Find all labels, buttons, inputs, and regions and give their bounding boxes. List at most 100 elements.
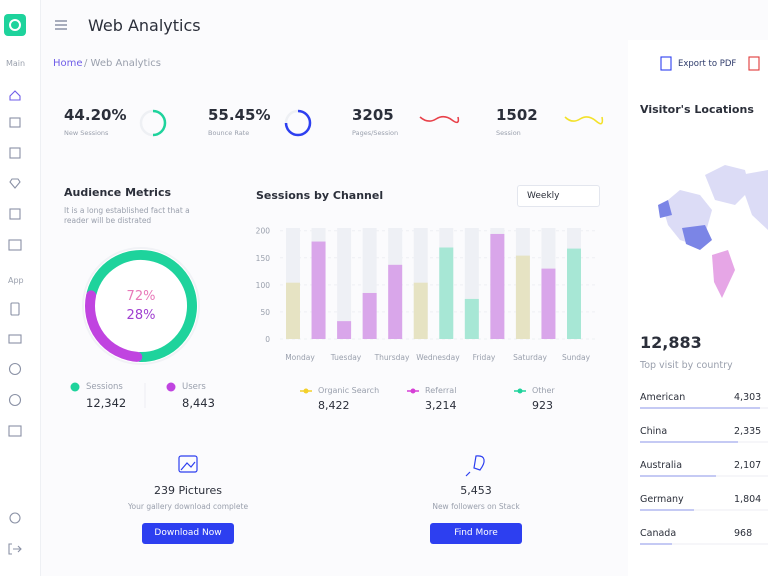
pdf-icon (660, 56, 672, 71)
button[interactable]: Download Now (142, 523, 234, 544)
bar (439, 247, 454, 339)
section-label: App (8, 276, 24, 285)
card-title: 5,453 (460, 484, 492, 497)
legend-label: Other (532, 386, 555, 395)
country-name: Australia (640, 460, 683, 471)
bar (541, 268, 556, 339)
bar (388, 264, 403, 339)
legend-label: Referral (425, 386, 457, 395)
bar (464, 298, 479, 339)
nav-icon[interactable] (8, 393, 22, 407)
card-description: It is a long established fact that a rea… (64, 206, 190, 225)
x-tick-label: Sunday (562, 353, 591, 362)
legend-dot (517, 388, 523, 394)
stat-ring (284, 109, 312, 137)
nav-icon[interactable] (10, 302, 20, 316)
page-title: Web Analytics (88, 16, 201, 35)
nav-icon[interactable] (8, 239, 22, 251)
country-value: 2,107 (734, 460, 762, 471)
nav-icon[interactable] (9, 147, 21, 159)
card-title: Audience Metrics (64, 186, 172, 199)
card-title: Sessions by Channel (256, 189, 384, 202)
y-tick-label: 100 (256, 281, 271, 290)
logo[interactable] (4, 14, 26, 36)
card-subtitle: Your gallery download complete (127, 502, 249, 511)
breadcrumb-home[interactable]: Home (53, 58, 83, 69)
bar (286, 282, 300, 339)
donut-segment (86, 250, 197, 362)
country-name: Canada (640, 528, 677, 539)
stat-ring (152, 109, 167, 137)
period-value: Weekly (527, 191, 560, 201)
card-title: 239 Pictures (153, 484, 223, 497)
stat-label: Bounce Rate (208, 129, 250, 137)
nav-icon[interactable] (8, 362, 22, 376)
donut-label: 72% (127, 289, 156, 304)
charts: 72% 28% 0 50 100 150 200 Monday Tuesday Thursday W… (70, 227, 768, 545)
donut-shadow (82, 247, 200, 365)
legend-dot (303, 388, 309, 394)
right-panel (628, 40, 768, 576)
bar (567, 248, 581, 339)
country-value: 2,335 (734, 426, 762, 437)
legend-dot (70, 382, 80, 392)
stat-value: 55.45% (208, 106, 271, 124)
nav-icon[interactable] (8, 425, 22, 437)
export-icon[interactable] (748, 56, 760, 71)
world-map (658, 165, 768, 298)
legend-value: 8,422 (318, 399, 350, 412)
section-label: Main (6, 59, 26, 68)
legend-label: Users (182, 382, 206, 392)
legend-label: Sessions (86, 382, 123, 392)
y-tick-label: 200 (256, 227, 271, 236)
bar (362, 292, 377, 339)
x-tick-label: Thursday (374, 353, 410, 362)
donut-label: 28% (127, 308, 156, 323)
bar (337, 321, 352, 339)
period-select[interactable]: Weekly (517, 185, 600, 207)
panel-title: Visitor's Locations (640, 103, 754, 116)
stat-value: 44.20% (64, 106, 127, 124)
country-value: 968 (734, 528, 753, 539)
nav-icon[interactable] (9, 208, 21, 220)
x-tick-label: Wednesday (416, 353, 460, 362)
country-name: China (640, 426, 668, 437)
bar (515, 255, 530, 339)
y-tick-label: 150 (256, 254, 271, 263)
settings-icon[interactable] (9, 512, 21, 524)
stat-label: Pages/Session (352, 129, 399, 137)
sparkline (564, 116, 604, 125)
button[interactable]: Find More (430, 523, 522, 544)
x-tick-label: Monday (285, 353, 315, 362)
bar (413, 282, 428, 339)
stat-value: 1502 (496, 106, 538, 124)
nav-icon[interactable] (9, 178, 21, 189)
nav-icon[interactable] (8, 334, 22, 344)
x-tick-label: Tuesday (330, 353, 362, 362)
country-value: 4,303 (734, 392, 762, 403)
logo-icon (9, 19, 21, 31)
legend-value: 12,342 (86, 396, 127, 410)
legend-value: 923 (532, 399, 553, 412)
legend-dot (166, 382, 176, 392)
card-icons (178, 455, 485, 477)
stat-value: 3205 (352, 106, 394, 124)
stat-label: New Sessions (64, 129, 109, 137)
legend-label: Organic Search (318, 386, 380, 395)
breadcrumb-current: / Web Analytics (84, 58, 161, 69)
y-tick-label: 50 (260, 308, 270, 317)
export-button[interactable]: Export to PDF (678, 59, 737, 69)
menu-toggle[interactable] (55, 20, 67, 30)
logout-icon[interactable] (8, 543, 22, 555)
card-subtitle: New followers on Stack (432, 502, 520, 511)
nav-icon[interactable] (9, 117, 21, 128)
legend-value: 3,214 (425, 399, 457, 412)
legend-value: 8,443 (182, 396, 215, 410)
nav-icon[interactable] (9, 90, 21, 101)
donut-segment (85, 290, 143, 362)
total-visits: 12,883 (640, 333, 702, 352)
y-tick-label: 0 (265, 335, 270, 344)
country-value: 1,804 (734, 494, 762, 505)
